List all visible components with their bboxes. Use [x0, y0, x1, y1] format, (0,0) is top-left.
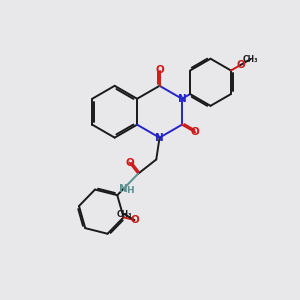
Text: CH₃: CH₃ [116, 210, 132, 219]
Text: O: O [155, 65, 164, 76]
Text: N: N [178, 94, 186, 104]
Text: O: O [130, 215, 139, 225]
Text: H: H [126, 186, 134, 195]
Text: O: O [191, 127, 200, 137]
Text: O: O [125, 158, 134, 167]
Text: CH₃: CH₃ [243, 55, 258, 64]
Text: N: N [155, 133, 164, 142]
Text: N: N [119, 184, 128, 194]
Text: O: O [236, 60, 245, 70]
